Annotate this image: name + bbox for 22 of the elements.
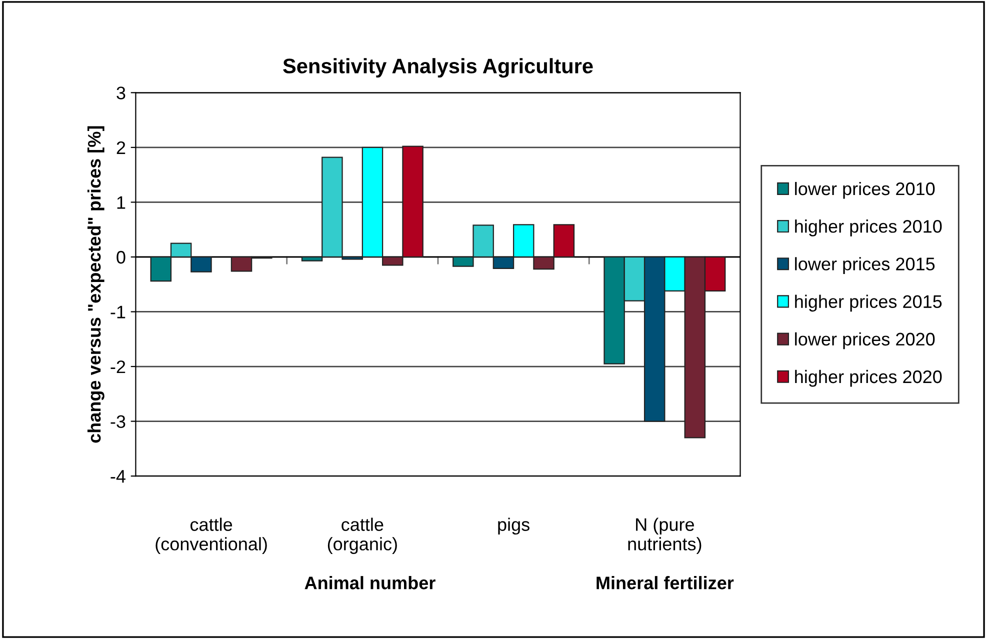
y-tick-label: 0 [116,250,126,264]
y-tick-label: 3 [116,86,126,100]
chart-title: Sensitivity Analysis Agriculture [283,58,593,78]
legend-label: lower prices 2010 [795,182,935,199]
x-tick-label: pigs [498,518,530,535]
legend-label: higher prices 2015 [795,294,942,312]
y-tick-label: -4 [110,470,126,483]
text: Mineral fertilizer [596,576,734,590]
legend-label: lower prices 2020 [795,332,935,350]
y-axis-title: change versus "expected" prices [%] [87,126,104,443]
x-tick-label: cattle (organic) [328,518,397,554]
text: Animal number [304,576,436,590]
legend-label: higher prices 2010 [795,220,942,236]
x-tick-label: N (pure nutrients) [628,518,702,554]
legend-label: higher prices 2020 [795,370,942,387]
y-tick-label: -3 [110,415,126,428]
legend-label: lower prices 2015 [795,257,935,274]
y-tick-label: 2 [116,141,126,154]
y-tick-label: -2 [110,360,126,374]
x-tick-label: cattle (conventional) [156,518,267,554]
y-tick-label: -1 [110,306,126,318]
y-tick-label: 1 [117,196,126,209]
